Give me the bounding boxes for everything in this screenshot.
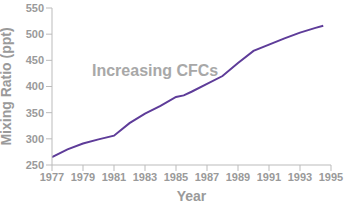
- svg-text:350: 350: [26, 107, 44, 119]
- svg-text:Year: Year: [177, 188, 207, 204]
- svg-text:550: 550: [26, 2, 44, 14]
- svg-text:500: 500: [26, 28, 44, 40]
- html-text:Increasing CFCs: Increasing CFCs: [92, 62, 219, 79]
- svg-text:1979: 1979: [71, 171, 95, 183]
- svg-text:300: 300: [26, 133, 44, 145]
- svg-text:1993: 1993: [288, 171, 312, 183]
- svg-text:1995: 1995: [319, 171, 339, 183]
- svg-text:1983: 1983: [133, 171, 157, 183]
- svg-text:1991: 1991: [257, 171, 281, 183]
- svg-text:1977: 1977: [40, 171, 64, 183]
- svg-text:450: 450: [26, 54, 44, 66]
- svg-text:400: 400: [26, 80, 44, 92]
- svg-text:1985: 1985: [164, 171, 188, 183]
- svg-text:250: 250: [26, 159, 44, 171]
- svg-text:1989: 1989: [226, 171, 250, 183]
- svg-text:1987: 1987: [195, 171, 219, 183]
- svg-text:Mixing Ratio (ppt): Mixing Ratio (ppt): [8, 27, 14, 145]
- svg-text:1981: 1981: [102, 171, 126, 183]
